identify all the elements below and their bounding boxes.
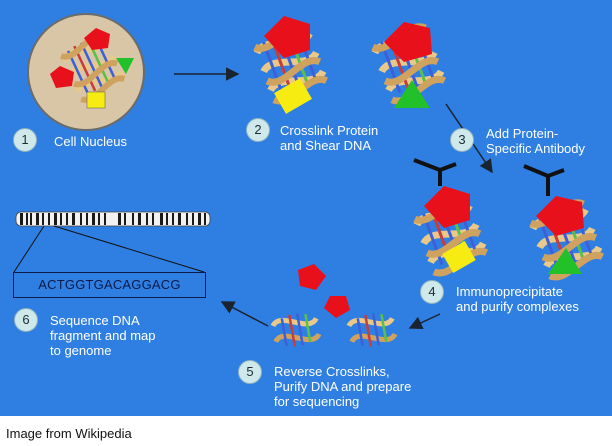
cell-nucleus-icon — [27, 13, 145, 131]
chromosome-band — [204, 213, 206, 225]
protein-icon — [536, 196, 584, 236]
antibody-icon — [523, 164, 565, 196]
step-2-number: 2 — [246, 118, 270, 142]
arrow-icon — [220, 301, 269, 327]
chromosome-band — [86, 213, 88, 225]
step-5-label: Reverse Crosslinks, Purify DNA and prepa… — [274, 364, 412, 409]
chromosome-band — [192, 213, 194, 225]
chromosome-band — [98, 213, 100, 225]
protein-icon — [324, 296, 350, 318]
dna-helix-icon — [523, 164, 604, 280]
chromosome-band — [198, 213, 201, 225]
protein-icon — [384, 22, 432, 62]
step-3-label: Add Protein- Specific Antibody — [486, 126, 586, 156]
chromosome-band — [20, 213, 23, 225]
chromosome-band — [160, 213, 163, 225]
step-1-label: Cell Nucleus — [54, 134, 127, 149]
chromosome-band — [66, 213, 68, 225]
protein-icon — [442, 240, 476, 274]
chromosome-band — [138, 213, 141, 225]
chromosome-band — [60, 213, 62, 225]
chromosome-band — [118, 213, 121, 225]
protein-icon — [548, 248, 582, 274]
chip-seq-diagram: 1 Cell Nucleus 2 Crosslink Protein and S… — [0, 0, 612, 416]
step-1-number: 1 — [13, 128, 37, 152]
chromosome-band — [36, 213, 39, 225]
protein-icon — [424, 186, 470, 228]
arrow-icon — [408, 313, 441, 330]
chromosome-band — [166, 213, 168, 225]
chromosome-band — [72, 213, 75, 225]
protein-icon — [274, 78, 312, 114]
chromosome-band — [80, 213, 82, 225]
chromosome-icon — [13, 211, 211, 273]
diagram-canvas — [13, 13, 612, 416]
dna-helix-icon — [413, 158, 488, 276]
dna-helix-icon — [371, 22, 446, 108]
step-4-number: 4 — [420, 280, 444, 304]
chromosome-band — [104, 213, 106, 225]
chromosome-band — [48, 213, 50, 225]
chromosome-band — [30, 213, 32, 225]
step-5-number: 5 — [238, 360, 262, 384]
dna-helix-icon — [348, 310, 397, 349]
chromosome-band — [146, 213, 148, 225]
chromosome-band — [124, 213, 126, 225]
dna-helix-icon — [272, 310, 321, 349]
chromosome-band — [186, 213, 188, 225]
step-6-label: Sequence DNA fragment and map to genome — [50, 313, 156, 358]
protein-icon — [298, 264, 326, 290]
chromosome-band — [172, 213, 174, 225]
chromosome-band — [42, 213, 44, 225]
protein-icon — [394, 80, 430, 108]
step-4-label: Immunoprecipitate and purify complexes — [456, 284, 579, 314]
step-6-number: 6 — [14, 308, 38, 332]
chromosome-band — [178, 213, 181, 225]
chromosome-band — [54, 213, 57, 225]
step-3-number: 3 — [450, 128, 474, 152]
antibody-icon — [413, 158, 457, 186]
dna-sequence-box: ACTGGTGACAGGACG — [13, 272, 206, 298]
step-2-label: Crosslink Protein and Shear DNA — [280, 123, 379, 153]
chromosome-band — [132, 213, 134, 225]
image-credit-caption: Image from Wikipedia — [6, 426, 132, 441]
chromosome-band — [26, 213, 28, 225]
chromosome-band — [92, 213, 95, 225]
chromosome-band — [152, 213, 154, 225]
dna-helix-icon — [253, 16, 328, 114]
protein-icon — [264, 16, 310, 58]
